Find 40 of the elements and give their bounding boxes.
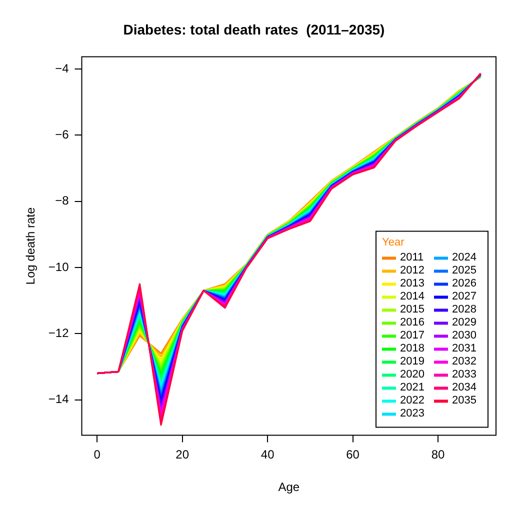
legend-label: 2027 (452, 290, 476, 303)
x-axis-title: Age (278, 480, 300, 494)
legend-label: 2028 (452, 304, 476, 316)
legend-label: 2031 (452, 342, 476, 355)
legend-label: 2029 (452, 316, 476, 329)
legend-label: 2030 (452, 330, 476, 342)
legend-label: 2018 (400, 342, 424, 355)
legend-label: 2024 (452, 252, 476, 264)
legend-label: 2032 (452, 356, 476, 368)
legend-label: 2015 (400, 304, 424, 316)
legend-label: 2013 (400, 278, 424, 290)
y-tick-label: −10 (48, 260, 70, 274)
x-tick-label: 0 (94, 448, 101, 462)
x-tick-label: 20 (176, 448, 190, 462)
legend-label: 2020 (400, 368, 424, 381)
x-tick-label: 40 (260, 448, 275, 462)
legend-label: 2014 (400, 290, 424, 303)
legend-label: 2033 (452, 368, 476, 381)
legend-label: 2016 (400, 316, 424, 329)
x-tick-label: 80 (431, 448, 446, 462)
legend-label: 2026 (452, 278, 476, 290)
legend-label: 2023 (400, 408, 424, 420)
legend-label: 2034 (452, 382, 476, 394)
legend-label: 2012 (400, 264, 424, 277)
chart-title: Diabetes: total death rates (2011–2035) (123, 21, 385, 38)
y-tick-label: −12 (48, 326, 70, 340)
y-axis-title: Log death rate (24, 206, 38, 285)
legend-label: 2025 (452, 264, 476, 277)
legend-title: Year (382, 236, 405, 249)
y-tick-label: −4 (55, 61, 70, 76)
legend-label: 2022 (400, 394, 424, 407)
legend-label: 2011 (400, 252, 424, 264)
legend-label: 2017 (400, 330, 424, 342)
y-tick-label: −14 (48, 392, 70, 406)
y-tick-label: −8 (55, 194, 70, 208)
y-tick-label: −6 (55, 128, 70, 142)
legend-label: 2021 (400, 382, 424, 394)
legend-label: 2035 (452, 394, 476, 407)
legend-label: 2019 (400, 356, 424, 368)
x-tick-label: 60 (346, 448, 360, 462)
